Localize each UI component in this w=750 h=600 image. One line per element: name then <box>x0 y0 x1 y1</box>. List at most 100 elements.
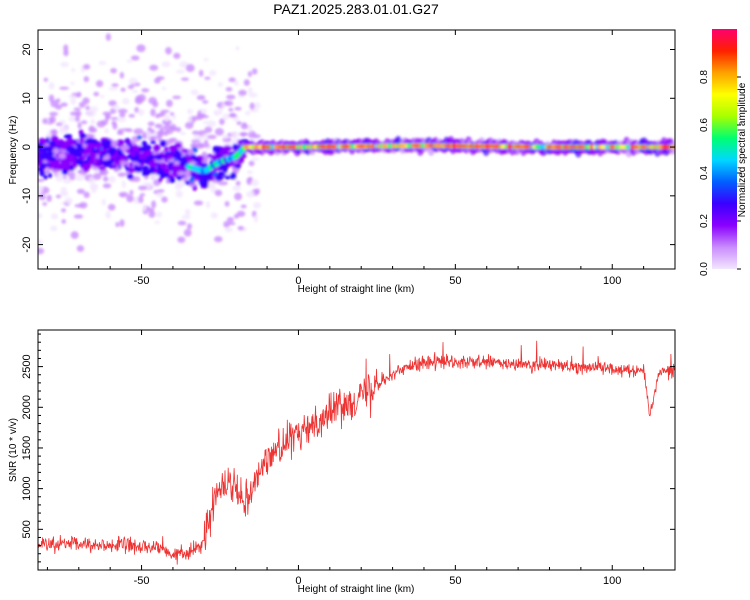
spectral-point <box>126 194 134 203</box>
spectral-point <box>161 196 168 203</box>
x-tick-label: 100 <box>603 575 621 587</box>
spectral-point <box>166 99 173 108</box>
spectral-peak <box>284 145 297 149</box>
spectral-point <box>128 114 136 118</box>
spectral-point <box>117 108 128 114</box>
spectral-point <box>47 146 54 152</box>
spectral-point <box>234 106 242 111</box>
spectral-point <box>105 33 111 41</box>
spectral-point <box>254 102 261 109</box>
spectral-point <box>88 125 95 133</box>
spectral-point <box>119 71 125 79</box>
spectral-point <box>189 176 195 183</box>
spectral-point <box>62 175 67 179</box>
spectral-point <box>180 77 189 81</box>
spectrogram-panel: -50 0 50 100 -20 -10 0 10 20 Height of straight… <box>8 29 676 295</box>
spectral-point <box>120 87 126 92</box>
spectral-point <box>38 178 45 183</box>
spectral-point <box>80 146 85 153</box>
spectral-point <box>198 69 204 77</box>
spectral-peak <box>365 144 373 148</box>
spectral-point <box>226 216 234 223</box>
spectral-point <box>102 176 109 182</box>
spectral-point <box>217 171 224 177</box>
spectral-point <box>251 68 258 75</box>
spectral-point <box>110 117 119 121</box>
spectral-point <box>138 153 144 160</box>
spectral-point <box>112 122 118 130</box>
spectral-point <box>122 97 130 105</box>
spectral-point <box>93 173 102 180</box>
spectral-point <box>230 112 236 117</box>
spectral-point <box>250 179 259 187</box>
spectral-point <box>175 180 186 188</box>
spectral-point <box>75 115 80 122</box>
spectral-peak <box>545 145 554 149</box>
spectral-point <box>161 61 171 68</box>
spectral-point <box>142 145 151 152</box>
spectral-peak <box>443 144 452 148</box>
spectral-point <box>183 228 192 237</box>
spectral-point <box>43 77 48 82</box>
y-tick-label: 0 <box>21 144 33 150</box>
spectral-peak <box>472 144 486 148</box>
spectral-point <box>154 123 163 129</box>
spectral-point <box>141 140 148 147</box>
spectral-point <box>205 173 212 181</box>
spectral-point <box>102 159 111 168</box>
spectral-point <box>129 190 134 195</box>
spectral-point <box>222 134 228 140</box>
spectral-point <box>63 162 71 169</box>
spectral-point <box>244 110 251 116</box>
spectral-point <box>38 213 43 219</box>
spectral-point <box>252 201 262 209</box>
spectral-point <box>131 89 139 94</box>
spectral-point <box>161 118 172 125</box>
spectral-point <box>138 185 147 191</box>
spectral-point <box>63 44 69 53</box>
spectral-point <box>115 221 120 228</box>
spectral-point <box>209 70 217 76</box>
x-tick-label: 0 <box>295 275 301 287</box>
spectral-point <box>47 156 57 162</box>
spectral-point <box>83 191 90 199</box>
spectral-point <box>59 191 69 197</box>
spectral-point <box>249 102 255 110</box>
spectral-point <box>89 151 97 158</box>
spectral-point <box>141 88 150 93</box>
spectral-point <box>98 60 107 66</box>
colorbar-tick-label: 0.0 <box>699 262 710 276</box>
spectral-point <box>86 110 96 118</box>
spectral-point <box>153 168 159 174</box>
spectral-point <box>71 162 78 169</box>
spectral-point <box>228 107 234 112</box>
spectral-point <box>58 152 66 160</box>
spectral-point <box>138 195 144 204</box>
spectral-point <box>67 145 76 153</box>
spectral-point <box>49 111 59 116</box>
spectral-peak <box>631 145 640 149</box>
spectral-point <box>77 91 82 98</box>
spectral-point <box>139 193 146 197</box>
spectral-point <box>221 103 226 109</box>
spectral-point <box>93 91 100 97</box>
spectral-peak <box>575 145 587 149</box>
spectral-point <box>214 127 224 136</box>
spectral-point <box>63 133 73 139</box>
spectral-point <box>199 143 210 148</box>
spectral-point <box>149 64 159 71</box>
spectral-point <box>84 146 93 154</box>
spectral-point <box>185 155 193 163</box>
spectral-point <box>80 120 88 125</box>
spectral-peak <box>427 144 436 148</box>
spectral-point <box>154 220 160 224</box>
spectral-point <box>109 158 115 165</box>
spectral-point <box>175 69 185 74</box>
spectral-point <box>126 173 134 180</box>
spectral-point <box>55 194 62 199</box>
spectral-point <box>90 185 97 194</box>
x-tick-label: 50 <box>449 575 461 587</box>
spectral-point <box>57 139 64 144</box>
spectral-point <box>163 124 173 132</box>
spectral-point <box>120 159 126 167</box>
